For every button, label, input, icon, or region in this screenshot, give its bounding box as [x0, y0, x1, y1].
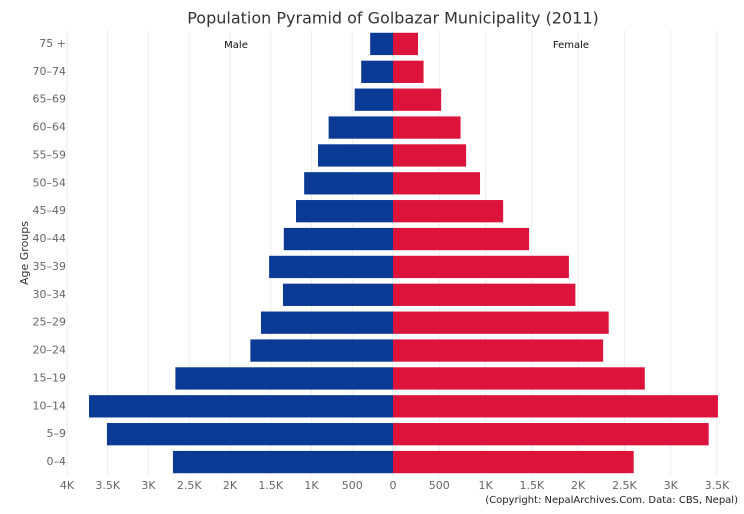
y-tick-label: 45–49: [33, 204, 67, 217]
bar: [393, 172, 481, 195]
bar: [296, 200, 393, 223]
legend-label: Female: [553, 40, 589, 51]
bar: [393, 144, 467, 167]
bar: [393, 339, 604, 362]
bar: [393, 32, 418, 56]
bar: [89, 395, 393, 418]
y-tick-label: 30–34: [33, 288, 67, 301]
y-tick-label: 70–74: [33, 65, 67, 78]
bar: [250, 339, 393, 362]
x-tick-label: 500: [429, 479, 450, 492]
y-tick-label: 55–59: [33, 148, 67, 161]
y-tick-label: 25–29: [33, 316, 67, 329]
bar: [282, 283, 393, 306]
bar: [172, 450, 393, 474]
y-tick-label: 10–14: [33, 399, 67, 412]
x-tick-label: 1.5K: [258, 479, 283, 492]
bar: [393, 116, 461, 139]
bar: [175, 367, 393, 390]
source-note: (Copyright: NepalArchives.Com. Data: CBS…: [485, 495, 738, 506]
bar: [393, 60, 424, 83]
x-tick-label: 3.5K: [705, 479, 730, 492]
bar: [106, 423, 393, 446]
bar: [393, 311, 609, 334]
y-tick-label: 50–54: [33, 176, 67, 189]
y-tick-label: 0–4: [47, 455, 67, 468]
bar: [354, 88, 393, 111]
x-tick-label: 1K: [304, 479, 319, 492]
chart-title: Population Pyramid of Golbazar Municipal…: [187, 9, 599, 28]
x-tick-label: 2.5K: [612, 479, 637, 492]
x-tick-label: 4K: [60, 479, 75, 492]
y-tick-label: 60–64: [33, 121, 67, 134]
x-tick-label: 1K: [478, 479, 493, 492]
bar: [370, 32, 393, 56]
bar: [393, 88, 442, 111]
bar: [304, 172, 393, 195]
bar: [393, 423, 709, 446]
bar: [393, 395, 718, 418]
bar: [393, 227, 530, 251]
y-tick-label: 65–69: [33, 93, 67, 106]
bar: [260, 311, 393, 334]
x-tick-label: 2K: [571, 479, 586, 492]
y-tick-label: 75 +: [39, 37, 66, 50]
legend-label: Male: [224, 40, 248, 51]
y-tick-label: 5–9: [47, 427, 67, 440]
bar: [283, 227, 393, 251]
x-tick-label: 500: [342, 479, 363, 492]
bar: [269, 255, 393, 279]
x-tick-label: 2K: [223, 479, 238, 492]
y-tick-label: 35–39: [33, 260, 67, 273]
bar: [393, 367, 645, 390]
y-axis-label: Age Groups: [18, 221, 31, 285]
x-tick-label: 3K: [664, 479, 679, 492]
x-tick-label: 3.5K: [95, 479, 120, 492]
x-tick-label: 3K: [141, 479, 156, 492]
y-tick-label: 20–24: [33, 344, 67, 357]
bar: [328, 116, 393, 139]
bar: [318, 144, 393, 167]
bar: [393, 255, 569, 279]
bar: [361, 60, 393, 83]
y-tick-label: 40–44: [33, 232, 67, 245]
y-tick-label: 15–19: [33, 371, 67, 384]
bar: [393, 450, 634, 474]
x-tick-label: 0: [390, 479, 397, 492]
x-tick-label: 1.5K: [519, 479, 544, 492]
bar: [393, 200, 504, 223]
bar: [393, 283, 576, 306]
x-tick-label: 2.5K: [177, 479, 202, 492]
